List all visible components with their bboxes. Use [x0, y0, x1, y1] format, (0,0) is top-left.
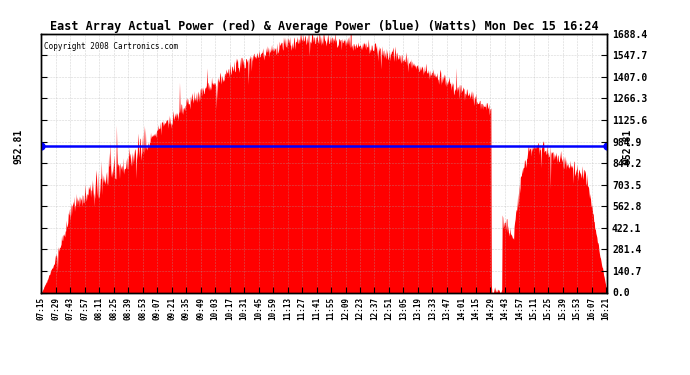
Text: Copyright 2008 Cartronics.com: Copyright 2008 Cartronics.com: [44, 42, 178, 51]
Text: 952.81: 952.81: [622, 129, 632, 164]
Title: East Array Actual Power (red) & Average Power (blue) (Watts) Mon Dec 15 16:24: East Array Actual Power (red) & Average …: [50, 20, 599, 33]
Text: 952.81: 952.81: [14, 129, 23, 164]
